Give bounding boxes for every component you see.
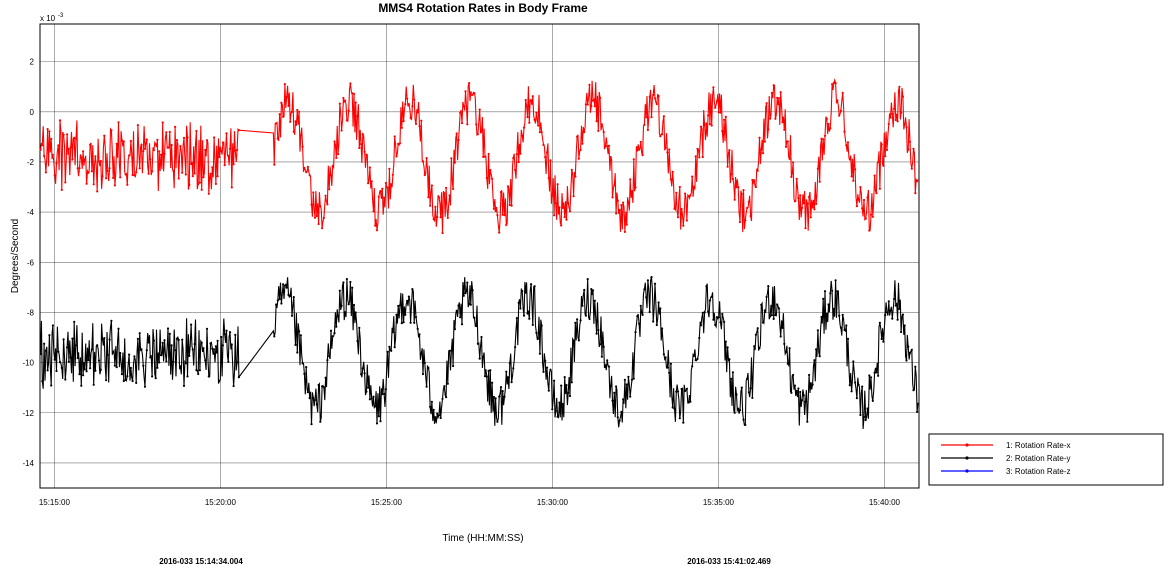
x-tick-label: 15:35:00: [703, 498, 735, 507]
x-tick-label: 15:25:00: [371, 498, 403, 507]
legend-box: [928, 433, 1164, 486]
legend-marker-3: [965, 469, 969, 473]
legend: 1: Rotation Rate-x 2: Rotation Rate-y 3: R…: [928, 433, 1164, 486]
series-markers-1: [39, 81, 919, 235]
x-tick-label: 15:40:00: [869, 498, 901, 507]
y-exponent-label: x 10 -3: [40, 13, 64, 23]
y-tick-label: -12: [22, 409, 34, 418]
x-tick-label: 15:30:00: [537, 498, 569, 507]
y-axis-label: Degrees/Second: [10, 219, 21, 294]
y-tick-label: 2: [30, 58, 35, 67]
legend-entry-2: 2: Rotation Rate-y: [1006, 454, 1070, 463]
svg-text:x 10: x 10: [40, 14, 56, 23]
y-axis-ticks: 2 0 -2 -4 -6 -8 -10 -12 -14: [22, 58, 34, 468]
y-tick-label: -8: [27, 308, 35, 317]
chart-title: MMS4 Rotation Rates in Body Frame: [378, 1, 588, 15]
y-tick-label: -4: [27, 208, 35, 217]
plot-area: [39, 23, 920, 489]
y-tick-label: 0: [30, 108, 35, 117]
y-tick-label: -6: [27, 258, 35, 267]
x-axis-label: Time (HH:MM:SS): [442, 533, 523, 544]
y-tick-label: -2: [27, 158, 35, 167]
legend-marker-2: [965, 456, 969, 460]
x-axis-ticks: 15:15:00 15:20:00 15:25:00 15:30:00 15:35:00…: [39, 498, 901, 507]
x-tick-label: 15:20:00: [205, 498, 237, 507]
legend-marker-1: [965, 443, 969, 447]
end-time-label: 2016-033 15:41:02.469: [687, 557, 771, 565]
series-lines: [39, 78, 919, 430]
series-markers-2: [39, 276, 919, 426]
grid-lines: [40, 24, 919, 488]
svg-text:-3: -3: [58, 13, 64, 19]
start-time-label: 2016-033 15:14:34.004: [159, 557, 243, 565]
series-line-1: [40, 78, 919, 234]
legend-entry-1: 1: Rotation Rate-x: [1006, 441, 1070, 450]
x-tick-label: 15:15:00: [39, 498, 71, 507]
y-tick-label: -10: [22, 359, 34, 368]
y-tick-label: -14: [22, 459, 34, 468]
legend-entry-3: 3: Rotation Rate-z: [1006, 467, 1070, 476]
